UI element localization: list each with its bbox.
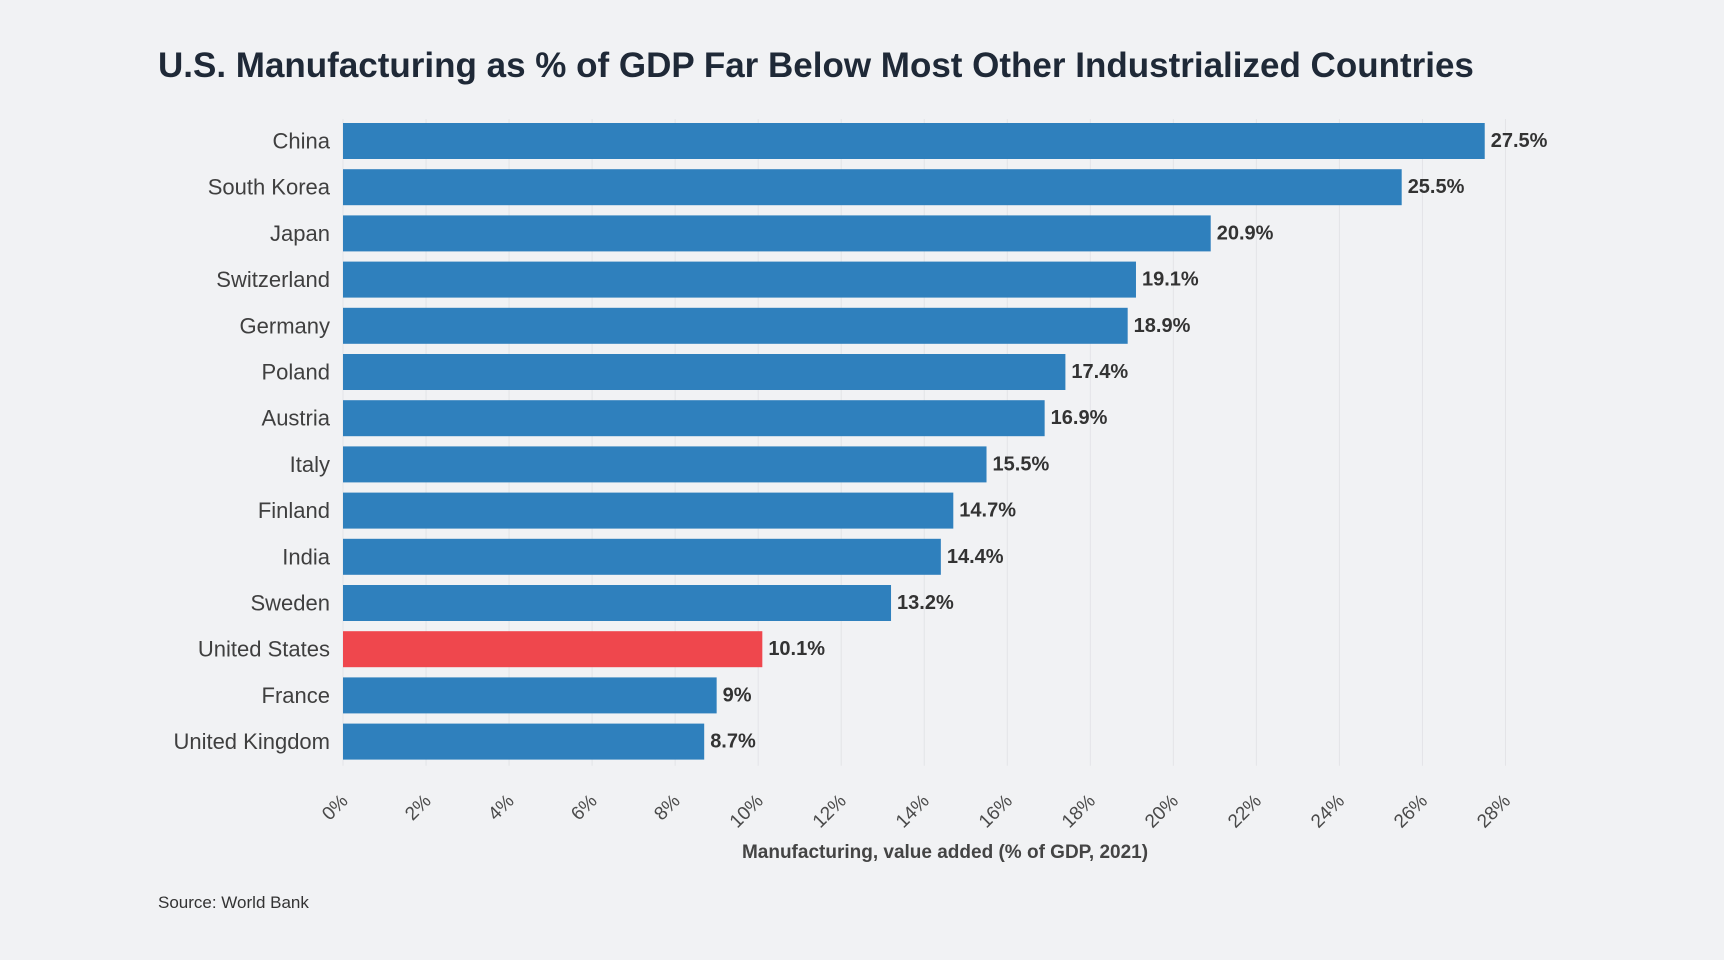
- bar-highlight: [343, 631, 763, 668]
- x-tick-label: 22%: [1224, 791, 1266, 833]
- x-tick-label: 20%: [1141, 791, 1183, 833]
- x-tick-label: 24%: [1307, 791, 1349, 833]
- data-label: 14.7%: [959, 500, 1016, 522]
- category-label: France: [262, 683, 330, 708]
- category-label: Poland: [261, 360, 330, 385]
- x-tick-label: 14%: [892, 791, 934, 833]
- category-label: Germany: [240, 313, 330, 338]
- bar: [343, 307, 1128, 344]
- bar-layer: [343, 123, 1485, 760]
- bar: [343, 261, 1136, 298]
- bar: [343, 492, 954, 529]
- data-label: 15.5%: [993, 453, 1050, 475]
- category-label: Austria: [262, 406, 331, 431]
- data-label: 8.7%: [710, 731, 756, 753]
- tick-layer: 0% 2% 4% 6% 8% 10% 12% 14% 16% 18% 20% 22% 24% 26% 28%: [318, 791, 1515, 833]
- category-label: India: [282, 544, 330, 569]
- bar: [343, 723, 705, 760]
- data-label: 25.5%: [1408, 176, 1465, 198]
- bar: [343, 169, 1402, 206]
- data-label: 13.2%: [897, 592, 954, 614]
- data-label: 19.1%: [1142, 269, 1199, 291]
- x-tick-label: 4%: [484, 791, 518, 825]
- bar: [343, 538, 941, 575]
- category-label: United Kingdom: [173, 729, 330, 754]
- bar: [343, 585, 892, 621]
- data-label: 20.9%: [1217, 222, 1274, 244]
- data-label: 18.9%: [1134, 315, 1191, 337]
- data-label: 27.5%: [1491, 130, 1548, 152]
- x-tick-label: 26%: [1390, 791, 1432, 833]
- category-label: Sweden: [250, 591, 330, 616]
- category-label: Japan: [270, 221, 330, 246]
- chart-title: U.S. Manufacturing as % of GDP Far Below…: [158, 46, 1474, 85]
- category-label: Italy: [290, 452, 330, 477]
- category-label: Switzerland: [216, 267, 330, 292]
- source-note: Source: World Bank: [158, 893, 309, 912]
- x-tick-label: 10%: [726, 791, 768, 833]
- x-tick-label: 0%: [318, 791, 352, 825]
- bar: [343, 215, 1211, 252]
- x-tick-label: 18%: [1058, 791, 1100, 833]
- data-label: 9%: [723, 684, 752, 706]
- x-tick-label: 28%: [1473, 791, 1515, 833]
- x-tick-label: 2%: [401, 791, 435, 825]
- bar: [343, 354, 1066, 390]
- data-label: 17.4%: [1071, 361, 1128, 383]
- x-tick-label: 16%: [975, 791, 1017, 833]
- category-label: South Korea: [208, 175, 331, 200]
- x-axis-title: Manufacturing, value added (% of GDP, 20…: [742, 842, 1148, 863]
- bar: [343, 123, 1485, 159]
- x-tick-label: 12%: [809, 791, 851, 833]
- label-layer: China 27.5% South Korea 25.5% Japan 20.9% Swit…: [173, 129, 1547, 755]
- category-label: United States: [198, 637, 330, 662]
- bar: [343, 677, 717, 714]
- bar: [343, 400, 1045, 437]
- bar: [343, 446, 987, 483]
- x-tick-label: 6%: [567, 791, 601, 825]
- data-label: 16.9%: [1051, 407, 1108, 429]
- category-label: Finland: [258, 498, 330, 523]
- category-label: China: [273, 129, 331, 154]
- data-label: 14.4%: [947, 546, 1004, 568]
- data-label: 10.1%: [768, 638, 825, 660]
- x-tick-label: 8%: [650, 791, 684, 825]
